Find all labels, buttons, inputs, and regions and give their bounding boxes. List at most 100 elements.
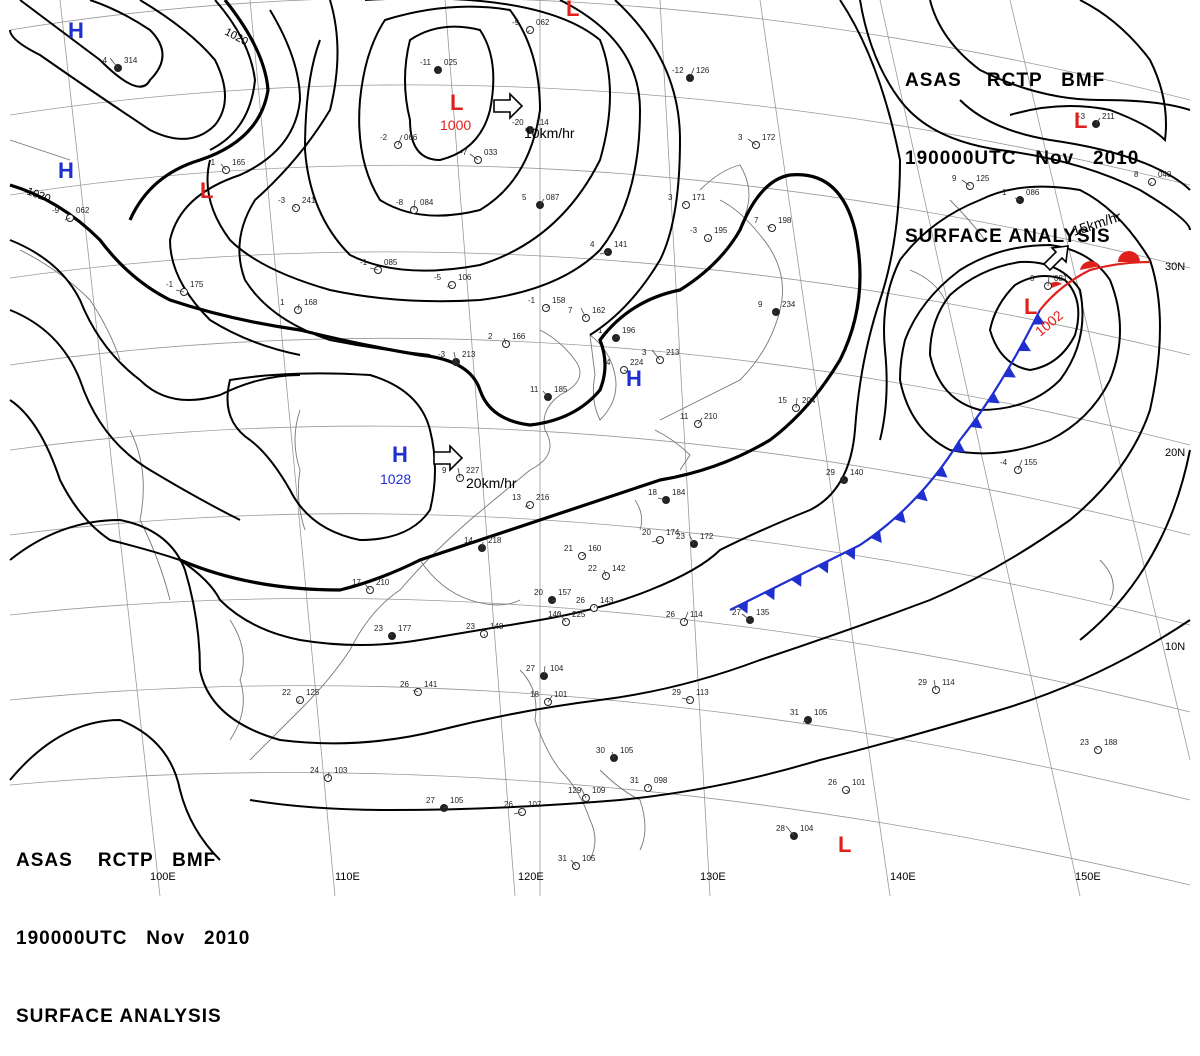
high-pressure-china: 1028	[380, 471, 411, 487]
station-temperature: 11	[680, 412, 689, 421]
station-temperature: 23	[676, 532, 685, 541]
station-wind-barb	[611, 751, 615, 759]
station-temperature: 22	[282, 688, 291, 697]
lat-label-30n: 30N	[1165, 261, 1185, 273]
lat-label-10n: 10N	[1165, 641, 1185, 653]
station-temperature: 26	[666, 610, 675, 619]
station-pressure: 210	[704, 412, 718, 421]
station-temperature: 11	[530, 385, 539, 394]
station-wind-barb	[557, 611, 567, 623]
station-wind-barb	[689, 67, 695, 79]
station-wind-barb	[175, 289, 185, 293]
station-wind-barb	[647, 785, 650, 789]
station-temperature: 4	[590, 240, 595, 249]
station-pressure: 148	[490, 622, 504, 631]
station-pressure: 204	[802, 396, 816, 405]
station-temperature: -1	[166, 280, 174, 289]
station-pressure: 157	[558, 588, 572, 597]
station-wind-barb	[469, 153, 479, 161]
cold-front-tooth	[763, 587, 775, 601]
station-temperature: 129	[568, 786, 582, 795]
station-temperature: 26	[576, 596, 585, 605]
station-temperature: 9	[758, 300, 763, 309]
station-pressure: 198	[778, 216, 792, 225]
station-wind-barb	[1149, 181, 1153, 185]
cold-front-tooth	[970, 417, 983, 429]
station-pressure: 158	[552, 296, 566, 305]
station-wind-barb	[513, 811, 523, 815]
station-wind-barb	[327, 771, 330, 779]
station-pressure: 101	[554, 690, 568, 699]
station-pressure: 105	[582, 854, 596, 863]
station-wind-barb	[802, 719, 809, 723]
station-wind-barb	[741, 613, 751, 621]
station-temperature: 9	[442, 466, 447, 475]
motion-label-north: 10km/hr	[524, 125, 575, 141]
station-temperature: 7	[568, 306, 573, 315]
station-wind-barb	[651, 539, 661, 543]
station-temperature: -3	[1078, 112, 1086, 121]
station-temperature: -9	[512, 18, 520, 27]
station-pressure: 168	[304, 298, 318, 307]
station-temperature: -1	[360, 258, 368, 267]
station-wind-barb	[747, 138, 757, 146]
surface-analysis-map: -4 314-1 165-3 241-11 025-2 066-7 033-20 114-9 0…	[9, 0, 1191, 896]
coastline	[9, 139, 1114, 861]
station-pressure: 172	[762, 133, 776, 142]
station-wind-barb	[707, 237, 710, 241]
station-pressure: 196	[622, 326, 636, 335]
header-top-line1: ASAS RCTP BMF	[905, 70, 1106, 91]
station-pressure: 114	[942, 678, 955, 687]
station-temperature: 3	[738, 133, 743, 142]
high-symbol-w: H	[58, 158, 74, 183]
station-wind-barb	[527, 29, 531, 33]
station-pressure: 084	[420, 198, 434, 207]
station-pressure: 142	[612, 564, 626, 573]
station-wind-barb	[524, 504, 531, 508]
station-pressure: 185	[554, 385, 568, 394]
station-wind-barb	[545, 305, 551, 309]
station-wind-barb	[524, 127, 531, 131]
station-temperature: 1	[280, 298, 285, 307]
station-pressure: 081	[1054, 274, 1068, 283]
station-temperature: -4	[100, 56, 108, 65]
cold-front-tooth	[935, 466, 948, 478]
station-pressure: 234	[782, 300, 796, 309]
station-wind-barb	[623, 369, 629, 373]
cold-front-tooth	[987, 392, 1000, 404]
station-pressure: 105	[620, 746, 634, 755]
station-temperature: 140	[548, 610, 562, 619]
header-bottom: ASAS RCTP BMF 190000UTC Nov 2010 SURFACE…	[16, 796, 250, 1056]
station-temperature: 30	[596, 746, 605, 755]
station-temperature: 23	[1080, 738, 1089, 747]
station-pressure: 143	[600, 596, 614, 605]
station-temperature: 23	[374, 624, 383, 633]
station-wind-barb	[1095, 747, 1099, 751]
station-wind-barb	[697, 417, 703, 425]
station-wind-barb	[539, 198, 545, 206]
station-temperature: -5	[434, 273, 442, 282]
station-temperature: -1	[528, 296, 536, 305]
station-pressure: 225	[572, 610, 586, 619]
station-temperature: -9	[52, 206, 60, 215]
station-wind-barb	[593, 605, 596, 609]
cold-front-tooth	[1003, 366, 1016, 378]
station-pressure: 125	[976, 174, 990, 183]
station-pressure: 126	[696, 66, 710, 75]
station-pressure: 184	[672, 488, 686, 497]
station-pressure: 213	[462, 350, 476, 359]
station-temperature: 4	[606, 358, 611, 367]
station-pressure: 085	[384, 258, 398, 267]
low-symbol-n: L	[566, 0, 579, 21]
station-temperature: 17	[352, 578, 361, 587]
station-temperature: -2	[380, 133, 388, 142]
station-wind-barb	[681, 697, 691, 701]
lon-label-140e: 140E	[890, 871, 916, 883]
station-pressure: 098	[654, 776, 668, 785]
low-symbol-ne: L	[1074, 108, 1087, 133]
station-pressure: 101	[852, 778, 866, 787]
station-wind-barb	[1047, 275, 1050, 287]
station-wind-barb	[437, 69, 440, 73]
grid-labels: 100E 110E 120E 130E 140E 150E 30N 20N 10…	[150, 261, 1185, 883]
isobars	[9, 0, 1191, 861]
